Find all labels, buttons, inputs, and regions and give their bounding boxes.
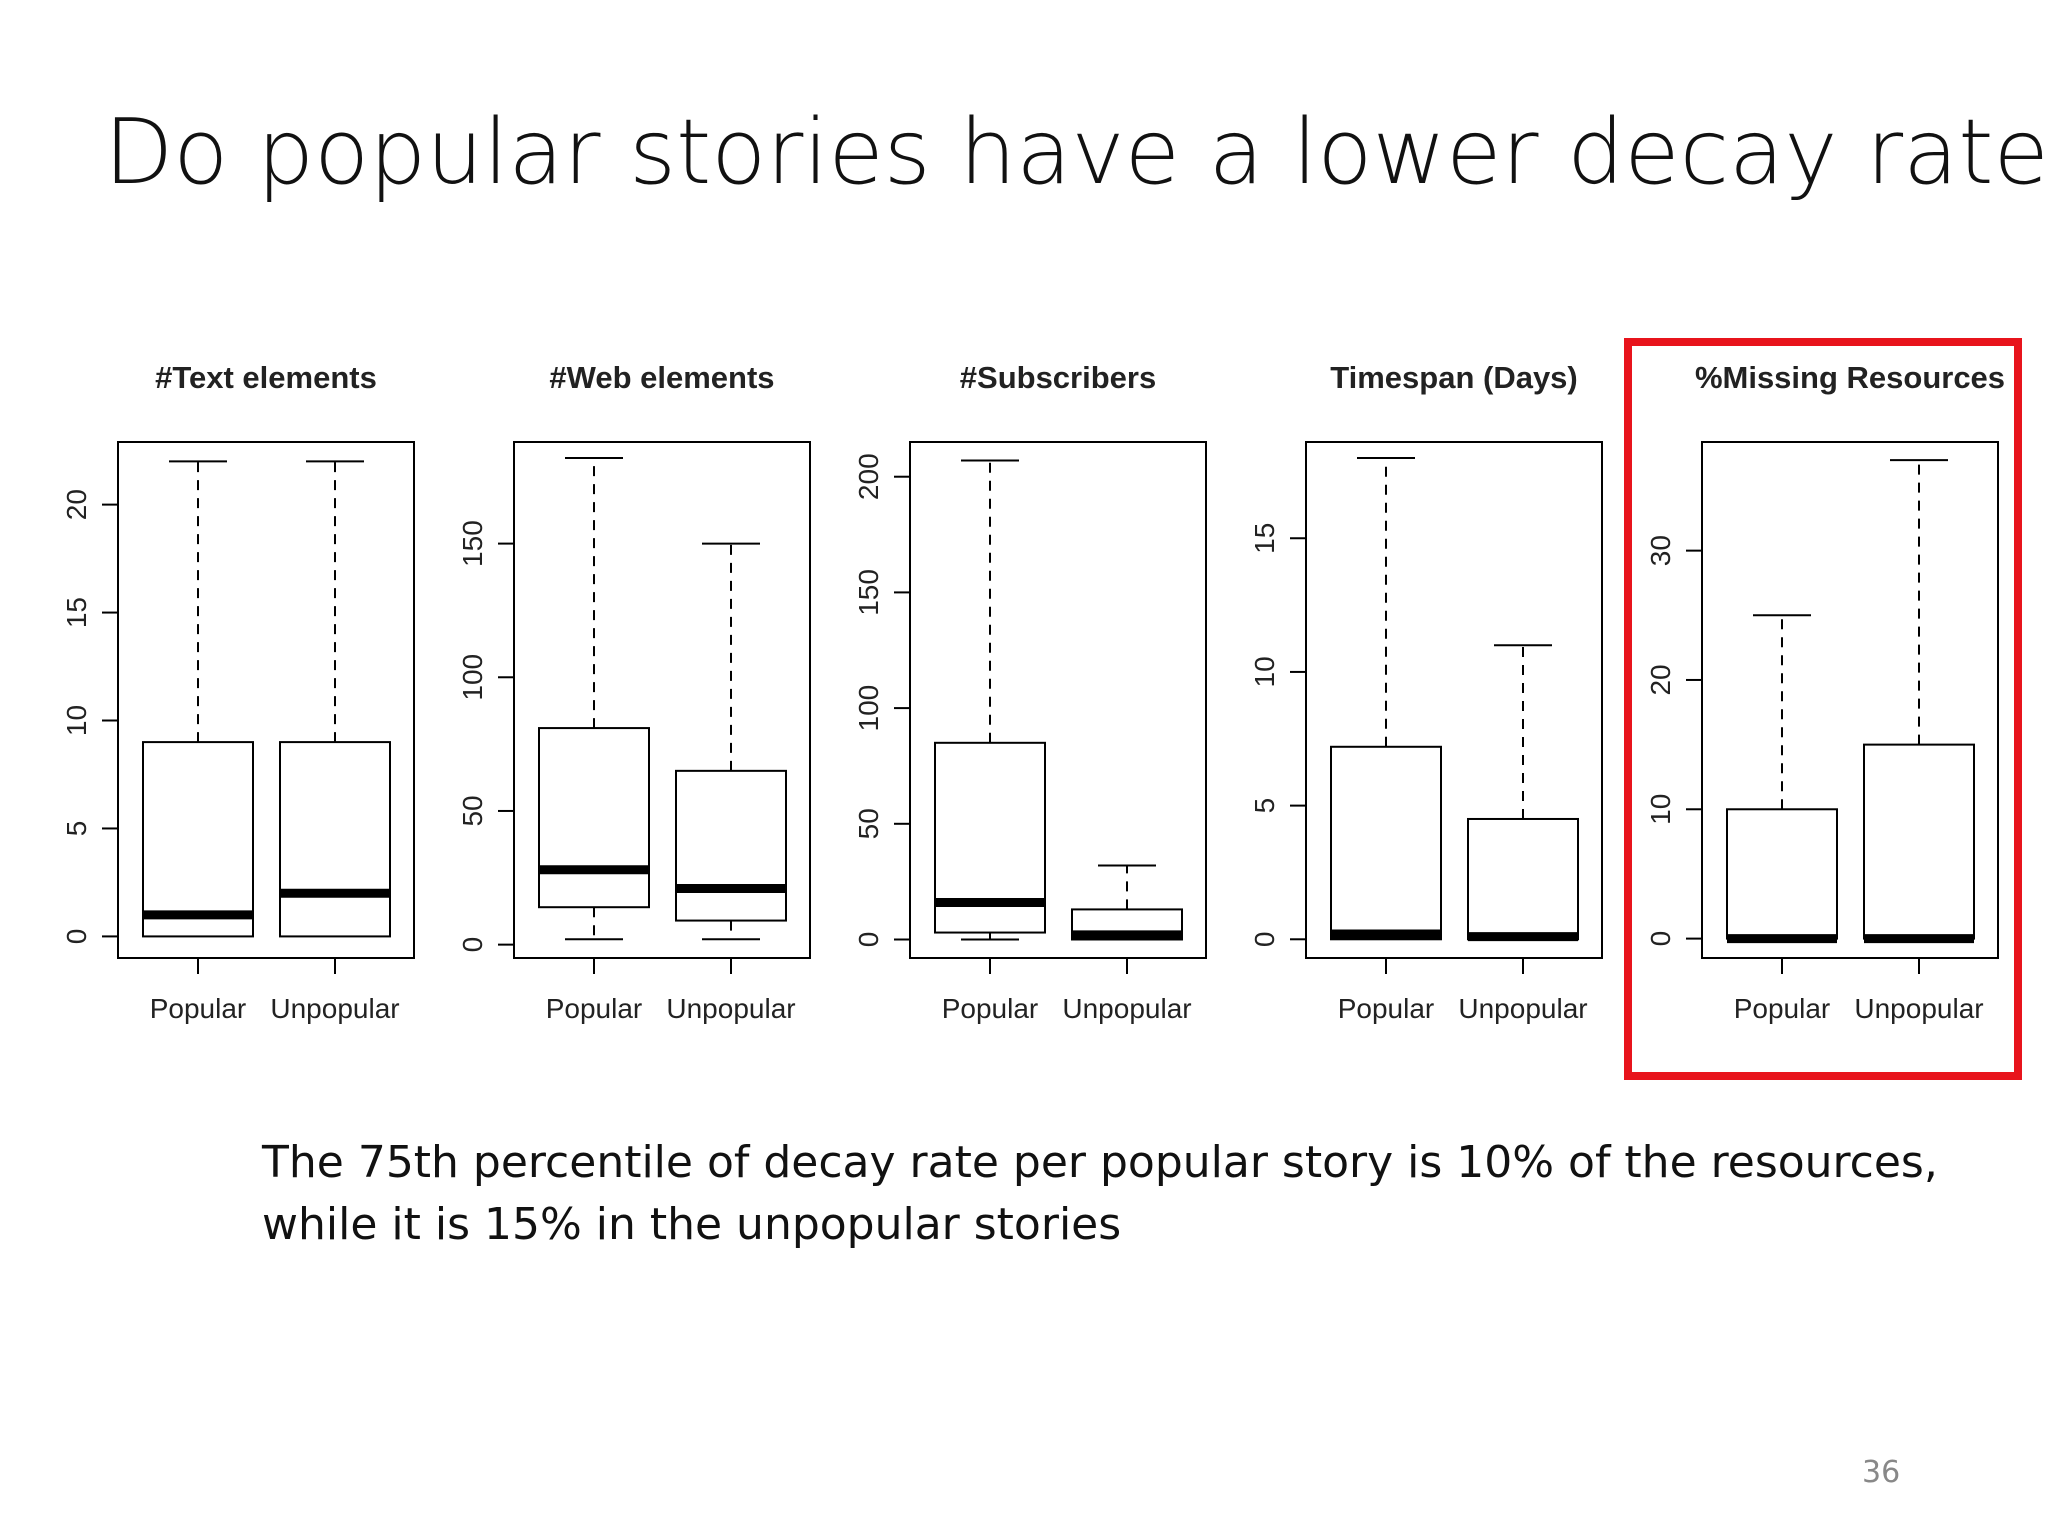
- plot-frame: [117, 441, 415, 959]
- highlight-box: [1624, 338, 2022, 1080]
- x-tick-label: Unpopular: [1854, 993, 1983, 1024]
- y-tick-label: 5: [1249, 798, 1280, 814]
- y-tick-label: 10: [1249, 656, 1280, 687]
- box-iqr: [142, 741, 254, 938]
- plot-frame: [1305, 441, 1603, 959]
- y-tick-label: 0: [61, 929, 92, 945]
- y-tick-label: 150: [457, 520, 488, 567]
- y-tick-label: 200: [853, 453, 884, 500]
- y-tick-label: 10: [1645, 794, 1676, 825]
- x-tick-label: Popular: [1338, 993, 1435, 1024]
- y-tick-label: 0: [1645, 931, 1676, 947]
- y-tick-label: 20: [1645, 664, 1676, 695]
- slide-title: Do popular stories have a lower decay ra…: [104, 100, 2048, 205]
- page-number: 36: [1862, 1455, 1901, 1490]
- y-tick-label: 15: [1249, 523, 1280, 554]
- y-tick-label: 0: [457, 937, 488, 953]
- x-tick-label: Popular: [546, 993, 643, 1024]
- y-tick-label: 30: [1645, 535, 1676, 566]
- x-tick-label: Popular: [1734, 993, 1831, 1024]
- box-iqr: [1863, 743, 1975, 940]
- panel-title: #Text elements: [155, 360, 377, 395]
- x-tick-label: Unpopular: [270, 993, 399, 1024]
- x-tick-label: Popular: [150, 993, 247, 1024]
- panel-title: #Web elements: [549, 360, 774, 395]
- panel-title: #Subscribers: [960, 360, 1156, 395]
- panel-title: %Missing Resources: [1695, 360, 2005, 395]
- y-tick-label: 50: [853, 808, 884, 839]
- y-tick-label: 150: [853, 569, 884, 616]
- y-tick-label: 100: [853, 685, 884, 732]
- x-tick-label: Popular: [942, 993, 1039, 1024]
- x-tick-label: Unpopular: [1062, 993, 1191, 1024]
- caption-line-2: while it is 15% in the unpopular stories: [262, 1199, 1122, 1250]
- x-tick-label: Unpopular: [666, 993, 795, 1024]
- plot-frame: [513, 441, 811, 959]
- box-iqr: [279, 741, 391, 938]
- slide-caption: The 75th percentile of decay rate per po…: [262, 1132, 1962, 1256]
- y-tick-label: 5: [61, 821, 92, 837]
- box-iqr: [1330, 745, 1442, 941]
- plot-frame: [1701, 441, 1999, 959]
- box-iqr: [675, 769, 787, 922]
- y-tick-label: 0: [853, 932, 884, 948]
- y-tick-label: 100: [457, 654, 488, 701]
- y-tick-label: 10: [61, 705, 92, 736]
- box-iqr: [1726, 808, 1838, 940]
- x-tick-label: Unpopular: [1458, 993, 1587, 1024]
- y-tick-label: 20: [61, 489, 92, 520]
- y-tick-label: 15: [61, 597, 92, 628]
- plot-frame: [909, 441, 1207, 959]
- panel-title: Timespan (Days): [1330, 360, 1578, 395]
- caption-line-1: The 75th percentile of decay rate per po…: [262, 1137, 1938, 1188]
- y-tick-label: 0: [1249, 931, 1280, 947]
- y-tick-label: 50: [457, 795, 488, 826]
- box-iqr: [1467, 817, 1579, 941]
- box-iqr: [538, 727, 650, 909]
